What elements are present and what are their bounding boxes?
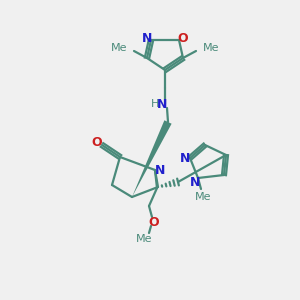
Text: Me: Me [110, 43, 127, 53]
Text: Me: Me [195, 192, 211, 202]
Text: Me: Me [203, 43, 220, 53]
Text: N: N [142, 32, 152, 46]
Text: N: N [155, 164, 165, 176]
Text: N: N [180, 152, 190, 164]
Polygon shape [132, 120, 172, 197]
Text: Me: Me [136, 234, 152, 244]
Text: O: O [178, 32, 188, 46]
Text: N: N [157, 98, 167, 110]
Text: O: O [149, 215, 159, 229]
Text: N: N [190, 176, 200, 190]
Text: O: O [92, 136, 102, 149]
Text: H: H [151, 99, 159, 109]
